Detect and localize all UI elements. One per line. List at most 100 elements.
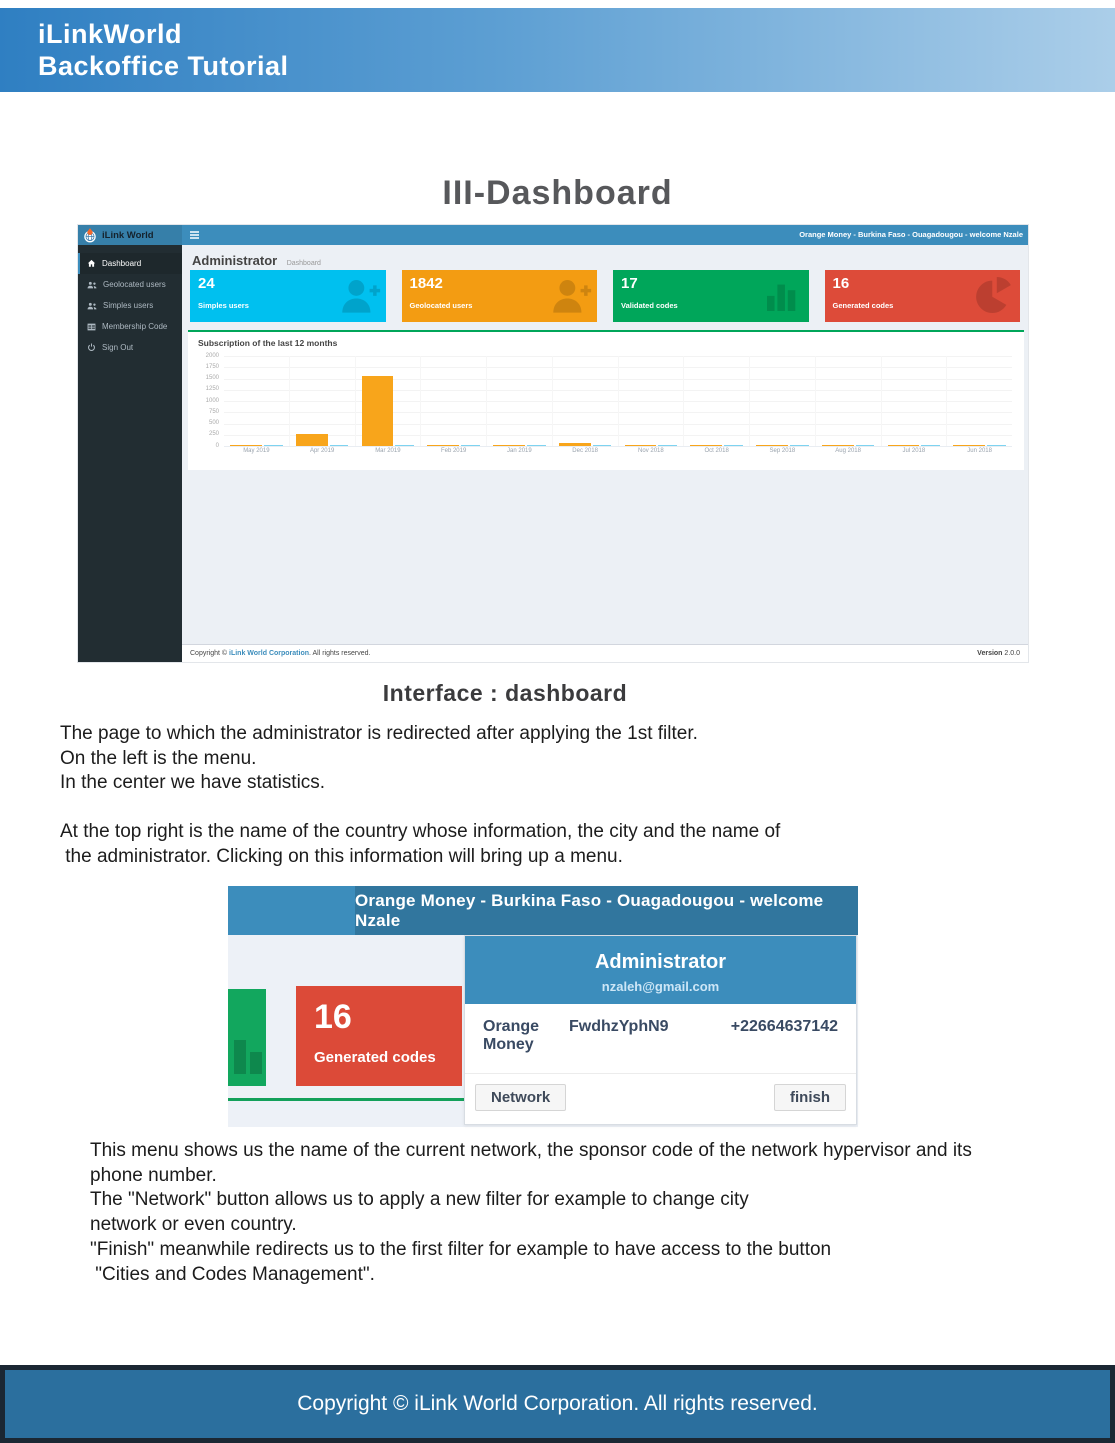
x-axis-label: Oct 2018 bbox=[704, 448, 729, 454]
x-axis-label: May 2019 bbox=[243, 448, 270, 454]
sidebar-item-geolocated-users[interactable]: Geolocated users bbox=[78, 274, 182, 295]
user-plus-icon bbox=[341, 280, 380, 313]
pie-chart-icon bbox=[976, 277, 1011, 313]
sidebar-item-label: Dashboard bbox=[102, 259, 142, 268]
network-button[interactable]: Network bbox=[475, 1084, 567, 1111]
paragraph-2: At the top right is the name of the coun… bbox=[60, 820, 780, 869]
dashboard-sidebar: Dashboard Geolocated users Simples users… bbox=[78, 245, 182, 662]
topbar-user-info[interactable]: Orange Money - Burkina Faso - Ouagadougo… bbox=[799, 230, 1023, 239]
copyright-prefix: Copyright © bbox=[190, 650, 230, 657]
chart-month-slot: Sep 2018 bbox=[749, 356, 815, 454]
sidebar-item-label: Membership Code bbox=[102, 322, 168, 331]
text-line: network or even country. bbox=[90, 1214, 297, 1236]
x-axis-label: Jul 2018 bbox=[902, 448, 926, 454]
card-validated-codes: 17 Validated codes bbox=[613, 270, 809, 322]
bar-subscriptions-orange bbox=[953, 444, 986, 446]
popup-generated-card: 16 Generated codes bbox=[296, 986, 462, 1086]
card-label: Geolocated users bbox=[409, 301, 473, 310]
card-geolocated-users: 1842 Geolocated users bbox=[401, 270, 597, 322]
card-label: Generated codes bbox=[314, 1049, 436, 1066]
card-label: Validated codes bbox=[621, 301, 678, 310]
card-value: 16 bbox=[314, 998, 352, 1036]
card-label: Generated codes bbox=[832, 301, 894, 310]
card-value: 16 bbox=[832, 275, 850, 292]
y-axis-tick: 0 bbox=[215, 442, 219, 449]
x-axis-label: Sep 2018 bbox=[769, 448, 796, 454]
dashboard-copyright: Copyright © iLink World Corporation. All… bbox=[190, 650, 370, 657]
home-icon bbox=[87, 259, 96, 267]
text-line: "Finish" meanwhile redirects us to the f… bbox=[90, 1238, 832, 1260]
card-label: Simples users bbox=[198, 301, 249, 310]
banner-title: iLinkWorld bbox=[38, 19, 182, 49]
interface-caption: Interface : dashboard bbox=[382, 680, 628, 706]
bar-subscriptions-blue bbox=[592, 444, 612, 446]
text-line: At the top right is the name of the coun… bbox=[60, 821, 781, 842]
dropdown-header: Administrator nzaleh@gmail.com bbox=[465, 936, 856, 1004]
sidebar-item-simples-users[interactable]: Simples users bbox=[78, 295, 182, 316]
text-line: The page to which the administrator is r… bbox=[60, 723, 698, 744]
x-axis-label: Apr 2019 bbox=[309, 448, 335, 454]
page-title: Administrator bbox=[192, 253, 278, 268]
sidebar-item-membership-code[interactable]: Membership Code bbox=[78, 316, 182, 337]
users-icon bbox=[87, 281, 97, 288]
text-line: On the left is the menu. bbox=[60, 747, 257, 769]
bar-chart-icon bbox=[250, 1052, 262, 1074]
paragraph-3: This menu shows us the name of the curre… bbox=[90, 1139, 972, 1287]
x-axis-label: Feb 2019 bbox=[440, 448, 467, 454]
dashboard-screenshot: iLink World Orange Money - Burkina Faso … bbox=[77, 224, 1029, 663]
finish-button[interactable]: finish bbox=[774, 1084, 846, 1111]
bar-subscriptions-blue bbox=[724, 444, 743, 446]
hamburger-icon[interactable] bbox=[190, 231, 199, 239]
x-axis-label: Jun 2018 bbox=[967, 448, 992, 454]
y-axis-tick: 750 bbox=[208, 408, 219, 415]
bar-subscriptions-blue bbox=[329, 444, 349, 446]
power-icon bbox=[88, 343, 95, 351]
dashboard-logo[interactable]: iLink World bbox=[78, 225, 182, 245]
company-link[interactable]: iLink World Corporation bbox=[229, 650, 309, 657]
popup-user-info[interactable]: Orange Money - Burkina Faso - Ouagadougo… bbox=[355, 886, 858, 935]
breadcrumb: Dashboard bbox=[286, 260, 321, 267]
text-line: In the center we have statistics. bbox=[60, 772, 326, 794]
section-title: III-Dashboard bbox=[442, 174, 673, 212]
card-simples-users: 24 Simples users bbox=[190, 270, 386, 322]
phone-number: +22664637142 bbox=[730, 1018, 838, 1035]
card-value: 17 bbox=[621, 275, 638, 292]
text-line: This menu shows us the name of the curre… bbox=[90, 1140, 972, 1161]
page-banner: iLinkWorld Backoffice Tutorial bbox=[0, 8, 1115, 92]
chart-month-slot: Apr 2019 bbox=[288, 356, 355, 454]
chart-plot: 0 250 500 750 1000 1250 1500 1750 2000 May 2019 Ap… bbox=[206, 353, 1012, 464]
page-footer-text: Copyright © iLink World Corporation. All… bbox=[297, 1392, 818, 1415]
y-axis-tick: 1750 bbox=[205, 363, 219, 370]
y-axis-tick: 250 bbox=[208, 431, 219, 438]
y-axis-tick: 1500 bbox=[205, 375, 219, 381]
text-line: The "Network" button allows us to apply … bbox=[90, 1189, 749, 1211]
sidebar-item-label: Sign Out bbox=[102, 343, 134, 352]
banner-subtitle: Backoffice Tutorial bbox=[38, 51, 289, 81]
popup-topbar: Orange Money - Burkina Faso - Ouagadougo… bbox=[228, 886, 858, 935]
chart-month-slot: Jul 2018 bbox=[880, 356, 947, 454]
bar-chart-icon bbox=[766, 284, 795, 311]
dashboard-content: Administrator Dashboard 24 Simples users… bbox=[182, 245, 1028, 662]
y-axis-tick: 2000 bbox=[205, 352, 219, 359]
popup-user-info-text: Orange Money - Burkina Faso - Ouagadougo… bbox=[355, 890, 824, 930]
text-line: phone number. bbox=[90, 1164, 217, 1186]
dropdown-title: Administrator bbox=[594, 951, 727, 973]
card-value: 24 bbox=[198, 275, 215, 292]
chart-month-slot: Jan 2019 bbox=[486, 356, 552, 454]
copyright-suffix: . All rights reserved. bbox=[309, 650, 371, 657]
bar-subscriptions-orange bbox=[756, 444, 788, 446]
bar-subscriptions-orange bbox=[821, 444, 854, 446]
dashboard-footer: Copyright © iLink World Corporation. All… bbox=[182, 644, 1028, 662]
bar-subscriptions-orange bbox=[230, 444, 262, 446]
sidebar-item-sign-out[interactable]: Sign Out bbox=[78, 337, 182, 358]
bar-subscriptions-blue bbox=[855, 444, 875, 446]
green-card-fragment bbox=[228, 989, 266, 1086]
sidebar-item-dashboard[interactable]: Dashboard bbox=[78, 253, 182, 274]
user-plus-icon bbox=[553, 280, 592, 313]
text-line: the administrator. Clicking on this info… bbox=[60, 845, 623, 867]
bar-subscriptions-blue bbox=[395, 444, 415, 446]
chart-month-slot: Feb 2019 bbox=[420, 356, 486, 454]
chart-month-slot: Oct 2018 bbox=[683, 356, 749, 454]
dashboard-version: Version 2.0.0 bbox=[977, 650, 1020, 657]
x-axis-label: Mar 2019 bbox=[375, 448, 401, 454]
